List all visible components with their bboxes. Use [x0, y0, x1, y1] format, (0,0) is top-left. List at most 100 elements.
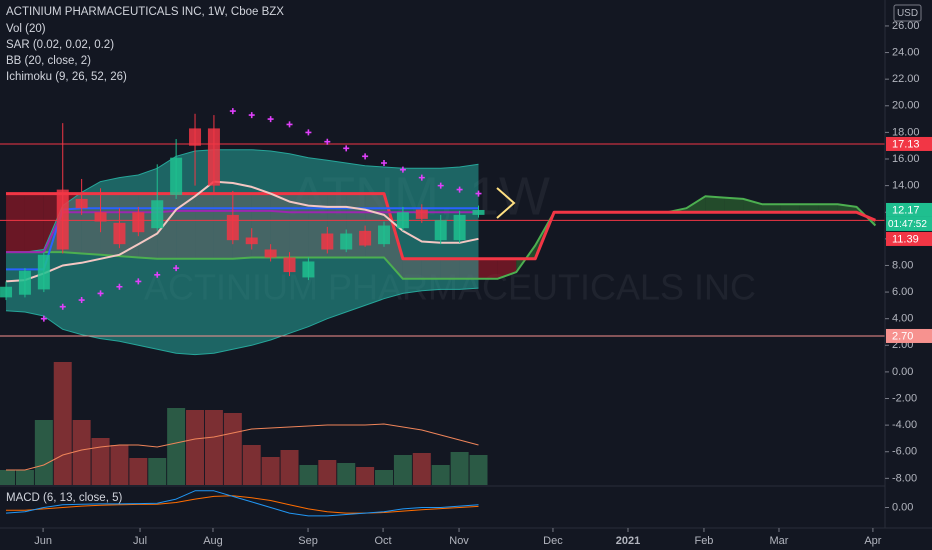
x-tick-label: Feb	[694, 535, 713, 547]
sar-point	[97, 290, 104, 297]
x-tick-label: Nov	[449, 535, 469, 547]
sar-point	[78, 297, 85, 304]
x-tick-label: Jul	[133, 535, 147, 547]
sar-point	[399, 166, 406, 173]
volume-bar	[110, 445, 129, 485]
ichimoku-base	[6, 209, 479, 254]
sar-point	[456, 186, 463, 193]
sar-point	[343, 145, 350, 152]
volume-bar	[186, 410, 205, 485]
volume-bar	[0, 470, 16, 485]
sar-point	[59, 303, 66, 310]
volume-bar	[299, 465, 318, 485]
candle-body	[434, 220, 447, 241]
volume-bar	[337, 463, 356, 485]
volume-bar	[356, 467, 375, 485]
x-tick-label: 2021	[616, 535, 640, 547]
candle-body	[0, 286, 13, 298]
volume-bar	[72, 420, 91, 485]
candle-body	[472, 209, 485, 215]
currency[interactable]: USD	[897, 8, 918, 19]
sar-point	[154, 271, 161, 278]
volume-ma	[6, 423, 479, 471]
y-tick-label: 0.00	[892, 366, 913, 378]
sar-point	[286, 121, 293, 128]
volume-bar	[129, 458, 148, 485]
indicator-label: Vol (20)	[6, 23, 46, 35]
volume-bar	[280, 450, 299, 485]
price-label: 11.39	[892, 233, 919, 245]
macd-tick-label: 0.00	[892, 501, 913, 513]
y-tick-label: -2.00	[892, 392, 917, 404]
x-tick-label: Aug	[203, 535, 223, 547]
volume-bar	[375, 470, 394, 485]
y-tick-label: -6.00	[892, 446, 917, 458]
candle-body	[340, 233, 353, 250]
price-label-box	[886, 328, 932, 343]
indicator-label: BB (20, close, 2)	[6, 55, 91, 67]
price-label: 2.70	[892, 330, 913, 342]
currency-box[interactable]	[893, 4, 922, 22]
volume-bar	[469, 455, 488, 485]
cloud-segment	[478, 258, 498, 279]
macd-label: MACD (6, 13, close, 5)	[6, 492, 122, 504]
plot-area	[0, 108, 885, 517]
sar-point	[381, 159, 388, 166]
cloud-segment	[818, 204, 838, 213]
candle-body	[18, 270, 31, 295]
volume-bar	[34, 420, 53, 485]
candle-body	[302, 261, 315, 278]
x-tick-label: Apr	[864, 535, 881, 547]
candle-body	[113, 222, 126, 245]
volume-bar	[15, 470, 34, 485]
indicator-label: SAR (0.02, 0.02, 0.2)	[6, 39, 114, 51]
x-tick-label: Jun	[34, 535, 52, 547]
volume-bar	[393, 455, 412, 485]
price-label-box	[886, 202, 932, 217]
sar-point	[324, 138, 331, 145]
y-tick-label: 24.00	[892, 46, 920, 58]
ichimoku-span-a	[6, 195, 877, 280]
bb-upper	[6, 149, 479, 253]
price-label: 17.13	[892, 138, 920, 150]
candle-body	[75, 198, 88, 209]
volume-bar	[204, 410, 223, 485]
y-tick-label: 20.00	[892, 100, 920, 112]
candle-body	[170, 157, 183, 195]
candle-body	[56, 189, 69, 250]
candle-body	[264, 249, 277, 258]
legend: ACTINIUM PHARMACEUTICALS INC, 1W, Cboe B…	[6, 6, 284, 504]
price-label-box	[886, 231, 932, 246]
sar-point	[229, 108, 236, 115]
countdown: 01:47:52	[888, 219, 927, 230]
sar-point	[437, 182, 444, 189]
x-tick-label: Mar	[770, 535, 789, 547]
candle-body	[151, 200, 164, 229]
ichimoku-span-b	[6, 192, 876, 261]
candle-body	[37, 254, 50, 290]
cloud-segment	[705, 196, 725, 213]
bb-fill	[6, 149, 479, 355]
volume-bar	[450, 452, 469, 485]
countdown-box	[886, 216, 932, 231]
bb-basis	[5, 180, 479, 283]
y-tick-label: 16.00	[892, 153, 920, 165]
volume-bar	[91, 438, 110, 485]
cloud-segment	[724, 197, 744, 213]
y-tick-label: 4.00	[892, 313, 913, 325]
volume-bar	[412, 453, 431, 485]
y-tick-label: 8.00	[892, 259, 913, 271]
candle-body	[453, 214, 466, 241]
y-tick-label: 18.00	[892, 126, 920, 138]
macd-line	[5, 490, 479, 517]
candle-body	[396, 212, 409, 229]
y-tick-label: 22.00	[892, 73, 920, 85]
sar-point	[362, 153, 369, 160]
volume-bar	[242, 445, 261, 485]
y-tick-label: 26.00	[892, 20, 920, 32]
volume-bar	[148, 458, 167, 485]
price-label: 12.17	[892, 204, 920, 216]
cloud-segment	[24, 193, 44, 253]
bb-lower	[5, 287, 479, 356]
sar-point	[40, 315, 47, 322]
